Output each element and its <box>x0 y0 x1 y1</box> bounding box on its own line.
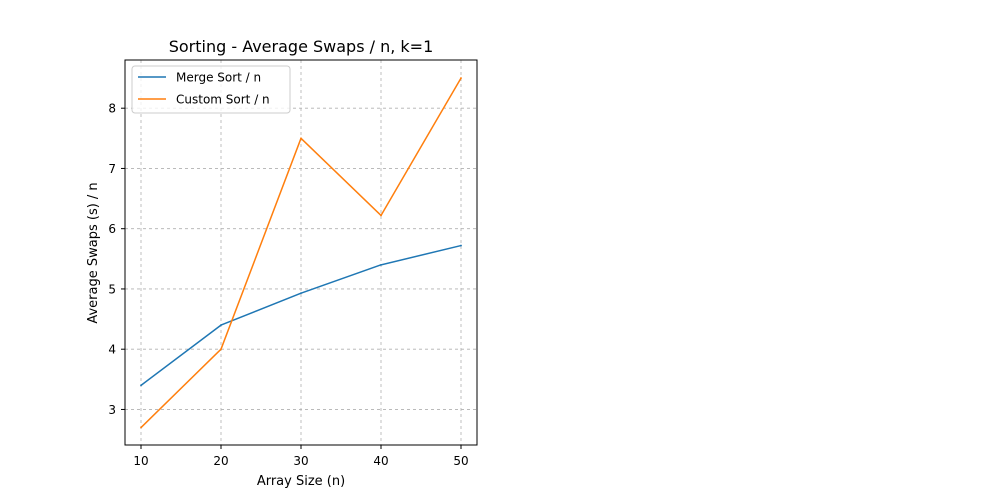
data-point <box>300 292 302 295</box>
x-tick-label: 40 <box>373 454 388 468</box>
x-tick-label: 30 <box>293 454 308 468</box>
data-point <box>460 77 462 79</box>
data-point <box>220 348 222 351</box>
data-point <box>460 244 462 247</box>
data-point <box>140 426 142 429</box>
data-point <box>140 384 142 387</box>
y-tick-label: 5 <box>108 282 116 296</box>
x-axis-label: Array Size (n) <box>257 474 345 489</box>
data-point <box>300 137 302 140</box>
x-tick-label: 10 <box>133 454 148 468</box>
x-tick-label: 20 <box>213 454 228 468</box>
x-tick-label: 50 <box>453 454 468 468</box>
data-point <box>220 324 222 327</box>
legend-label: Custom Sort / n <box>176 93 270 107</box>
legend-box <box>131 65 291 114</box>
y-tick-label: 8 <box>108 102 116 116</box>
y-tick-label: 4 <box>108 343 116 357</box>
legend-label: Merge Sort / n <box>176 71 261 85</box>
x-axis-ticks: 10 20 30 40 50 <box>133 445 469 468</box>
legend: Merge Sort / n Custom Sort / n <box>131 65 291 114</box>
y-tick-label: 6 <box>108 222 116 236</box>
y-axis-ticks: 3 4 5 6 7 8 <box>108 102 125 417</box>
data-point <box>380 214 382 217</box>
data-point <box>380 263 382 266</box>
grid-lines <box>125 60 477 445</box>
y-axis-label: Average Swaps (s) / n <box>86 182 101 323</box>
chart-title: Sorting - Average Swaps / n, k=1 <box>169 37 434 56</box>
y-tick-label: 3 <box>108 403 116 417</box>
series-lines <box>140 77 462 429</box>
y-tick-label: 7 <box>108 162 116 176</box>
